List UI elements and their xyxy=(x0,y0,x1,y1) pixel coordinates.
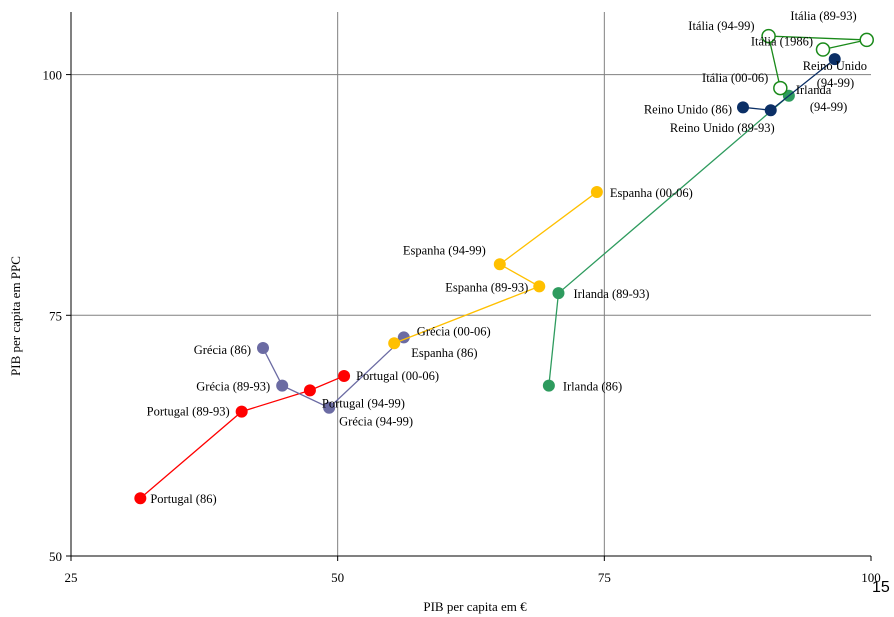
point-label: Irlanda (89-93) xyxy=(573,287,649,301)
point-label: Reino Unido (86) xyxy=(644,102,732,116)
data-point xyxy=(338,370,350,382)
x-tick-label: 25 xyxy=(65,570,78,585)
point-label-line: (94-99) xyxy=(817,76,855,90)
series-line-irlanda xyxy=(549,96,789,386)
point-label: Espanha (86) xyxy=(411,346,477,360)
point-label: Grécia (94-99) xyxy=(339,415,413,429)
y-tick-label: 50 xyxy=(49,549,62,564)
y-tick-label: 75 xyxy=(49,308,62,323)
data-point xyxy=(543,380,555,392)
point-label: Grécia (89-93) xyxy=(196,380,270,394)
point-label: Portugal (86) xyxy=(150,492,216,506)
data-point xyxy=(591,186,603,198)
x-tick-label: 75 xyxy=(598,570,611,585)
point-label: Espanha (00-06) xyxy=(610,186,693,200)
y-axis-title: PIB per capita em PPC xyxy=(8,256,23,376)
data-point xyxy=(860,33,873,46)
data-point xyxy=(134,492,146,504)
data-point xyxy=(817,43,830,56)
data-point xyxy=(494,258,506,270)
data-point xyxy=(737,101,749,113)
point-label: Itália (1986) xyxy=(751,35,813,49)
point-label: Irlanda (86) xyxy=(563,380,622,394)
point-label: Reino Unido (89-93) xyxy=(670,121,775,135)
point-label: Grécia (00-06) xyxy=(417,324,491,338)
data-point xyxy=(388,337,400,349)
point-label: Portugal (00-06) xyxy=(356,369,439,383)
data-point xyxy=(533,280,545,292)
data-point xyxy=(304,384,316,396)
x-axis-title: PIB per capita em € xyxy=(423,599,527,614)
data-point xyxy=(552,287,564,299)
x-tick-label: 50 xyxy=(331,570,344,585)
series-group xyxy=(134,30,873,505)
point-label: Itália (00-06) xyxy=(702,71,768,85)
slide-number: 15 xyxy=(872,579,890,597)
point-label: Itália (94-99) xyxy=(688,19,754,33)
data-point xyxy=(276,380,288,392)
point-label: Itália (89-93) xyxy=(790,9,856,23)
point-label: Grécia (86) xyxy=(194,343,251,357)
data-point xyxy=(765,104,777,116)
point-label: Portugal (89-93) xyxy=(147,405,230,419)
point-label: Espanha (94-99) xyxy=(403,243,486,257)
point-label-line: (94-99) xyxy=(810,100,848,114)
point-label-line: Reino Unido xyxy=(803,59,867,73)
data-point xyxy=(257,342,269,354)
point-label: Espanha (89-93) xyxy=(445,280,528,294)
y-tick-label: 100 xyxy=(43,68,63,83)
data-point xyxy=(236,406,248,418)
data-point xyxy=(774,82,787,95)
point-label: Portugal (94-99) xyxy=(322,396,405,410)
point-labels: Portugal (86) Portugal (89-93) Portugal (9… xyxy=(147,9,867,506)
